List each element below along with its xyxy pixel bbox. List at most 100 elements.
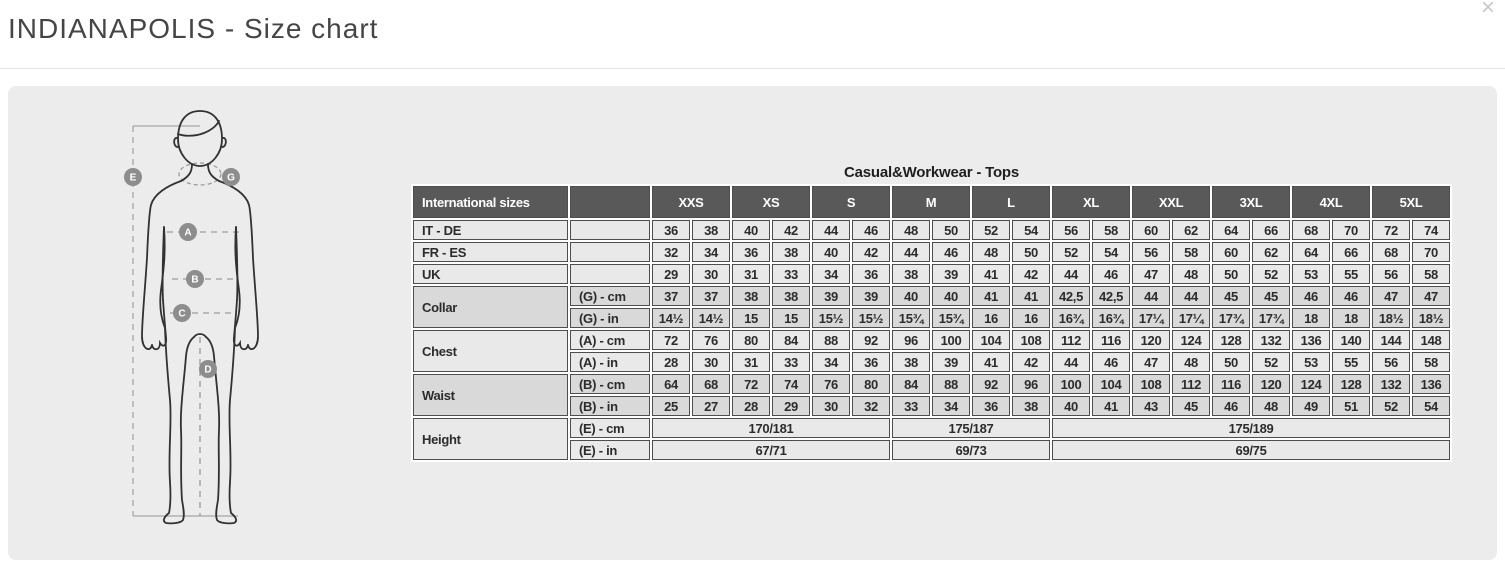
value-cell: 40 xyxy=(812,242,850,262)
value-cell: 37 xyxy=(692,286,730,306)
size-table: International sizes XXS XS S M L XL XXL 3XL 4XL 5… xyxy=(411,184,1453,462)
table-row: UK 29 30 31 33 34 36 38 39 41 42 44 46 47 48 50 52 53 55 56… xyxy=(413,264,1451,284)
size-header-4xl: 4XL xyxy=(1292,186,1371,218)
value-cell: 27 xyxy=(692,396,730,416)
group-label: Chest xyxy=(413,330,568,372)
value-cell: 28 xyxy=(732,396,770,416)
value-cell: 47 xyxy=(1132,352,1171,372)
value-cell: 36 xyxy=(732,242,770,262)
value-cell: 18½ xyxy=(1412,308,1451,328)
group-label: Collar xyxy=(413,286,568,328)
value-cell: 52 xyxy=(972,220,1010,240)
value-cell: 56 xyxy=(1132,242,1171,262)
marker-label-b: B xyxy=(191,275,198,286)
value-cell: 50 xyxy=(1012,242,1050,262)
value-cell: 104 xyxy=(1092,374,1131,394)
table-caption: Casual&Workwear - Tops xyxy=(843,164,1020,181)
value-cell: 46 xyxy=(1092,352,1131,372)
table-row: (G) - in 14½ 14½ 15 15 15½ 15½ 15¾ 15¾ 16 16 16¾ 16¾… xyxy=(413,308,1451,328)
value-cell: 15 xyxy=(732,308,770,328)
value-cell: 30 xyxy=(812,396,850,416)
value-cell: 37 xyxy=(652,286,690,306)
value-cell: 50 xyxy=(1212,264,1251,284)
man-outline xyxy=(141,110,259,525)
value-cell: 16 xyxy=(972,308,1010,328)
value-cell: 33 xyxy=(772,264,810,284)
value-cell: 104 xyxy=(972,330,1010,350)
value-cell: 74 xyxy=(1412,220,1451,240)
size-header-xl: XL xyxy=(1052,186,1131,218)
value-cell: 124 xyxy=(1172,330,1211,350)
value-cell: 34 xyxy=(812,352,850,372)
value-cell: 80 xyxy=(852,374,890,394)
value-cell: 38 xyxy=(732,286,770,306)
value-cell: 41 xyxy=(972,352,1010,372)
value-cell: 76 xyxy=(812,374,850,394)
table-row: Waist (B) - cm 64 68 72 74 76 80 84 88 92 96 100 104 1… xyxy=(413,374,1451,416)
value-cell: 58 xyxy=(1412,264,1451,284)
value-cell: 108 xyxy=(1132,374,1171,394)
value-cell: 18½ xyxy=(1372,308,1411,328)
value-cell: 66 xyxy=(1332,242,1371,262)
close-icon[interactable]: × xyxy=(1480,0,1495,21)
value-cell: 56 xyxy=(1052,220,1090,240)
value-cell: 54 xyxy=(1412,396,1451,416)
value-cell: 51 xyxy=(1332,396,1371,416)
value-cell: 42 xyxy=(1012,264,1050,284)
measure-label: (A) - in xyxy=(570,352,650,372)
value-cell: 38 xyxy=(1012,396,1050,416)
value-cell: 40 xyxy=(932,286,970,306)
span-value-cell: 69/73 xyxy=(892,440,1050,460)
marker-label-a: A xyxy=(184,228,191,239)
value-cell: 29 xyxy=(652,264,690,284)
value-cell: 42 xyxy=(1012,352,1050,372)
value-cell: 50 xyxy=(1212,352,1251,372)
value-cell: 136 xyxy=(1412,374,1451,394)
marker-circle-g xyxy=(222,168,240,186)
value-cell: 76 xyxy=(692,330,730,350)
value-cell: 120 xyxy=(1132,330,1171,350)
value-cell: 34 xyxy=(932,396,970,416)
value-cell: 56 xyxy=(1372,264,1411,284)
value-cell: 44 xyxy=(1052,352,1090,372)
value-cell: 44 xyxy=(1052,264,1090,284)
value-cell: 31 xyxy=(732,352,770,372)
value-cell: 18 xyxy=(1292,308,1331,328)
value-cell: 52 xyxy=(1052,242,1090,262)
value-cell: 46 xyxy=(932,242,970,262)
value-cell: 38 xyxy=(892,352,930,372)
value-cell: 66 xyxy=(1252,220,1291,240)
value-cell: 68 xyxy=(1292,220,1331,240)
value-cell: 56 xyxy=(1372,352,1411,372)
span-value-cell: 67/71 xyxy=(652,440,890,460)
value-cell: 34 xyxy=(692,242,730,262)
value-cell: 64 xyxy=(1292,242,1331,262)
value-cell: 40 xyxy=(1052,396,1090,416)
marker-label-e: E xyxy=(130,173,137,184)
empty-cell xyxy=(570,264,650,284)
size-header-s: S xyxy=(812,186,890,218)
value-cell: 38 xyxy=(772,286,810,306)
value-cell: 68 xyxy=(692,374,730,394)
value-cell: 96 xyxy=(1012,374,1050,394)
value-cell: 48 xyxy=(1252,396,1291,416)
value-cell: 53 xyxy=(1292,352,1331,372)
table-row: IT - DE 36 38 40 42 44 46 48 50 52 54 56 58 60 62 64 66 6… xyxy=(413,220,1451,240)
value-cell: 136 xyxy=(1292,330,1331,350)
value-cell: 41 xyxy=(1012,286,1050,306)
value-cell: 45 xyxy=(1172,396,1211,416)
value-cell: 41 xyxy=(972,286,1010,306)
value-cell: 38 xyxy=(772,242,810,262)
value-cell: 70 xyxy=(1332,220,1371,240)
value-cell: 62 xyxy=(1172,220,1211,240)
value-cell: 28 xyxy=(652,352,690,372)
value-cell: 44 xyxy=(1172,286,1211,306)
value-cell: 92 xyxy=(852,330,890,350)
value-cell: 36 xyxy=(852,264,890,284)
size-chart-window: INDIANAPOLIS - Size chart × xyxy=(0,0,1505,560)
header-row: International sizes XXS XS S M L XL XXL 3XL 4XL 5… xyxy=(413,186,1451,218)
table-row: (E) - in 67/71 69/73 69/75 xyxy=(413,440,1451,460)
value-cell: 46 xyxy=(1292,286,1331,306)
empty-cell xyxy=(570,220,650,240)
value-cell: 45 xyxy=(1252,286,1291,306)
